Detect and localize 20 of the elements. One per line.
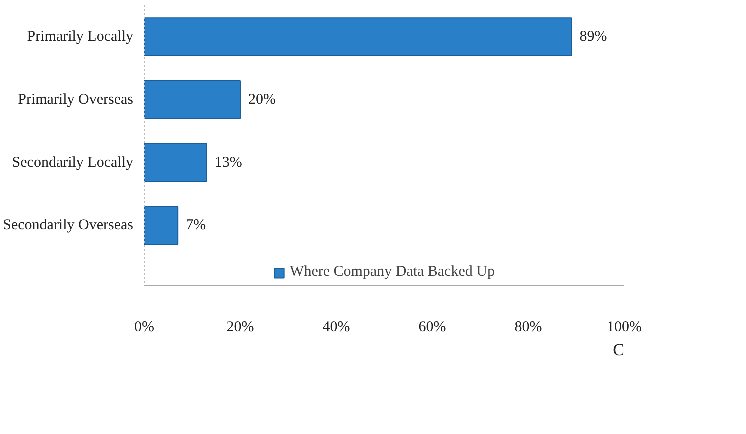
data-label: 20% xyxy=(248,92,276,108)
bar xyxy=(144,143,208,182)
x-tick-label: 100% xyxy=(607,320,642,336)
y-tick-label: Secondarily Locally xyxy=(12,154,134,171)
legend-label: Where Company Data Backed Up xyxy=(290,264,495,281)
x-tick-label: 80% xyxy=(514,320,542,336)
x-tick-label: 0% xyxy=(134,320,154,336)
bar xyxy=(144,206,179,246)
data-label: 89% xyxy=(580,28,608,45)
x-tick-label: 20% xyxy=(226,320,254,336)
x-tick-label: 60% xyxy=(418,320,446,336)
y-tick-label: Secondarily Overseas xyxy=(3,218,134,234)
y-tick-label: Primarily Locally xyxy=(27,28,134,45)
text: C xyxy=(613,340,625,360)
bar xyxy=(144,18,572,56)
y-tick-label: Primarily Overseas xyxy=(18,92,134,108)
x-tick-label: 40% xyxy=(322,320,350,336)
data-label: 7% xyxy=(186,218,206,234)
data-label: 13% xyxy=(214,154,242,171)
bar xyxy=(144,80,241,120)
